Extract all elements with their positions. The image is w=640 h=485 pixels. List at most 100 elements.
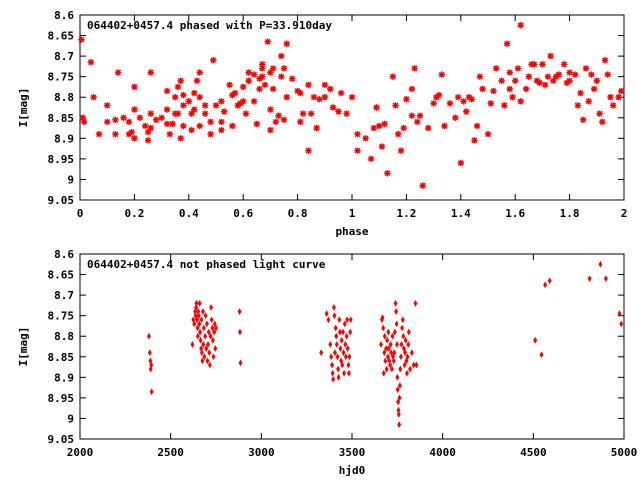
data-point bbox=[399, 341, 404, 348]
data-point bbox=[131, 106, 138, 113]
data-point bbox=[525, 73, 532, 80]
data-point bbox=[454, 94, 462, 101]
data-point bbox=[267, 69, 274, 76]
data-point bbox=[324, 310, 329, 318]
data-point bbox=[585, 98, 592, 105]
data-point bbox=[341, 349, 346, 357]
data-point bbox=[506, 69, 513, 76]
phased-xtick-label: 0.4 bbox=[179, 207, 199, 220]
data-point bbox=[409, 349, 414, 357]
data-point bbox=[566, 77, 573, 84]
phased-y-axis-label: I[mag] bbox=[17, 88, 30, 128]
data-point bbox=[238, 359, 243, 367]
data-point bbox=[587, 275, 592, 283]
data-point bbox=[278, 52, 285, 60]
data-point bbox=[517, 98, 524, 105]
data-point bbox=[391, 357, 396, 365]
data-point bbox=[599, 118, 606, 126]
data-point bbox=[316, 96, 323, 103]
data-point bbox=[80, 118, 88, 126]
data-point bbox=[199, 349, 204, 357]
data-point bbox=[147, 124, 154, 132]
data-point bbox=[362, 135, 369, 142]
data-point bbox=[381, 324, 386, 332]
data-point bbox=[297, 118, 304, 126]
data-point bbox=[308, 110, 315, 117]
data-point bbox=[536, 79, 543, 87]
data-point bbox=[590, 85, 598, 93]
data-point bbox=[509, 94, 516, 101]
data-point bbox=[207, 118, 214, 126]
data-point bbox=[212, 320, 217, 328]
data-point bbox=[479, 85, 486, 93]
data-point bbox=[269, 85, 277, 93]
data-point bbox=[544, 73, 552, 80]
data-point bbox=[240, 83, 247, 91]
data-point bbox=[259, 65, 266, 72]
data-point bbox=[541, 81, 549, 89]
data-point bbox=[379, 341, 383, 348]
data-point bbox=[373, 104, 380, 111]
data-point bbox=[506, 85, 513, 93]
data-point bbox=[394, 320, 399, 328]
data-point bbox=[147, 349, 152, 357]
data-point bbox=[411, 65, 418, 72]
data-point bbox=[185, 98, 192, 105]
data-point bbox=[395, 386, 400, 394]
unphased-xtick-label: 4500 bbox=[520, 446, 547, 459]
data-point bbox=[280, 116, 288, 124]
data-point bbox=[112, 131, 119, 138]
data-point bbox=[180, 102, 187, 109]
data-point bbox=[211, 353, 216, 361]
data-point bbox=[210, 336, 215, 344]
data-point bbox=[112, 116, 119, 124]
data-point bbox=[446, 100, 454, 107]
data-point bbox=[609, 102, 617, 109]
data-point bbox=[615, 94, 622, 101]
data-point bbox=[79, 114, 86, 121]
data-point bbox=[231, 89, 239, 97]
data-point bbox=[408, 365, 412, 373]
phased-xtick-label: 0.6 bbox=[233, 207, 253, 220]
data-point bbox=[396, 410, 401, 418]
data-point bbox=[197, 320, 202, 328]
data-point bbox=[571, 71, 579, 78]
unphased-y-axis-label: I[mag] bbox=[17, 327, 30, 367]
data-point bbox=[336, 365, 340, 373]
data-point bbox=[555, 71, 562, 78]
data-point bbox=[533, 336, 538, 344]
phased-ytick-label: 8.85 bbox=[48, 112, 75, 125]
data-point bbox=[398, 365, 403, 373]
data-point bbox=[348, 328, 353, 336]
data-point bbox=[226, 81, 233, 89]
data-point bbox=[196, 312, 201, 320]
data-point bbox=[237, 328, 242, 336]
data-point bbox=[381, 120, 388, 128]
data-point bbox=[452, 114, 459, 121]
data-point bbox=[337, 89, 345, 97]
data-point bbox=[531, 61, 538, 68]
data-point bbox=[476, 73, 484, 80]
data-point bbox=[329, 353, 334, 361]
data-point bbox=[194, 304, 198, 311]
data-point bbox=[313, 124, 320, 132]
data-point bbox=[392, 102, 399, 109]
data-point bbox=[218, 98, 225, 105]
data-point bbox=[382, 349, 387, 357]
data-point bbox=[95, 131, 103, 138]
unphased-x-axis-label: hjd0 bbox=[339, 464, 366, 477]
data-point bbox=[397, 394, 402, 402]
data-point bbox=[348, 94, 356, 101]
data-point bbox=[327, 85, 334, 93]
data-point bbox=[343, 341, 348, 348]
data-point bbox=[343, 353, 348, 361]
data-point bbox=[593, 77, 600, 84]
data-point bbox=[203, 312, 208, 320]
data-point bbox=[588, 71, 595, 78]
data-point bbox=[242, 110, 250, 117]
data-point bbox=[337, 316, 342, 324]
data-point bbox=[193, 77, 201, 84]
data-point bbox=[395, 131, 402, 138]
data-point bbox=[209, 304, 214, 311]
